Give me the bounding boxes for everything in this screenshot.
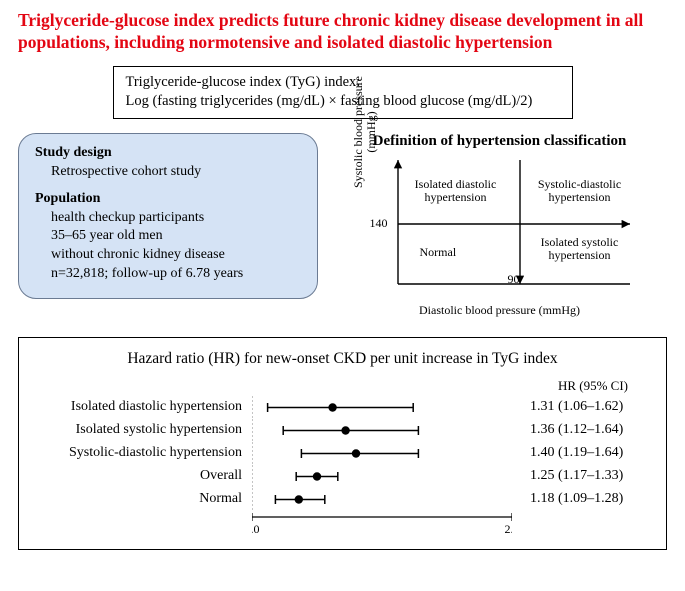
forest-row: Systolic-diastolic hypertension 1.40 (1.… (37, 442, 648, 465)
x-axis-label: Diastolic blood pressure (mmHg) (360, 303, 640, 318)
quadrant-bottom-left: Normal (420, 246, 457, 259)
study-design-header: Study design (35, 144, 301, 163)
forest-row-label: Systolic-diastolic hypertension (37, 445, 252, 461)
forest-row-plot (252, 465, 512, 488)
forest-row-plot (252, 419, 512, 442)
forest-row-plot (252, 488, 512, 511)
svg-text:2.0: 2.0 (505, 522, 513, 536)
formula-line1: Triglyceride-glucose index (TyG) index: (126, 73, 560, 93)
forest-row: Isolated diastolic hypertension 1.31 (1.… (37, 396, 648, 419)
forest-row-label: Isolated diastolic hypertension (37, 399, 252, 415)
population-line: 35–65 year old men (35, 227, 301, 246)
study-design-text: Retrospective cohort study (35, 163, 301, 182)
svg-text:1.0: 1.0 (252, 522, 260, 536)
formula-line2: Log (fasting triglycerides (mg/dL) × fas… (126, 92, 560, 112)
classification-title: Definition of hypertension classificatio… (332, 133, 667, 150)
quadrant-bottom-right: Isolated systolic hypertension (530, 236, 630, 262)
forest-row: Normal 1.18 (1.09–1.28) (37, 488, 648, 511)
forest-row-plot (252, 442, 512, 465)
forest-header: HR (95% CI) (37, 378, 648, 394)
forest-row-value: 1.25 (1.17–1.33) (512, 468, 648, 484)
population-line: health checkup participants (35, 209, 301, 228)
y-tick-label: 140 (370, 216, 388, 231)
forest-row-label: Normal (37, 491, 252, 507)
population-line: without chronic kidney disease (35, 246, 301, 265)
quadrant-diagram: Systolic blood pressure (mmHg) 140 90 Di… (360, 154, 640, 304)
quadrant-top-right: Systolic-diastolic hypertension (530, 178, 630, 204)
forest-row-value: 1.18 (1.09–1.28) (512, 491, 648, 507)
forest-title: Hazard ratio (HR) for new-onset CKD per … (37, 350, 648, 368)
quadrant-top-left: Isolated diastolic hypertension (406, 178, 506, 204)
forest-row: Isolated systolic hypertension 1.36 (1.1… (37, 419, 648, 442)
forest-row-value: 1.31 (1.06–1.62) (512, 399, 648, 415)
forest-rows: Isolated diastolic hypertension 1.31 (1.… (37, 396, 648, 511)
y-axis-label: Systolic blood pressure (mmHg) (352, 72, 378, 192)
forest-row: Overall 1.25 (1.17–1.33) (37, 465, 648, 488)
forest-row-label: Overall (37, 468, 252, 484)
forest-plot-box: Hazard ratio (HR) for new-onset CKD per … (18, 337, 667, 550)
forest-row-value: 1.36 (1.12–1.64) (512, 422, 648, 438)
main-title: Triglyceride-glucose index predicts futu… (18, 10, 667, 54)
classification-panel: Definition of hypertension classificatio… (332, 133, 667, 323)
x-tick-label: 90 (508, 272, 520, 287)
study-design-box: Study design Retrospective cohort study … (18, 133, 318, 299)
forest-row-value: 1.40 (1.19–1.64) (512, 445, 648, 461)
population-header: Population (35, 190, 301, 209)
formula-box: Triglyceride-glucose index (TyG) index: … (113, 66, 573, 119)
forest-axis: 1.0 2.0 (252, 511, 512, 539)
population-line: n=32,818; follow-up of 6.78 years (35, 265, 301, 284)
forest-row-plot (252, 396, 512, 419)
forest-row-label: Isolated systolic hypertension (37, 422, 252, 438)
